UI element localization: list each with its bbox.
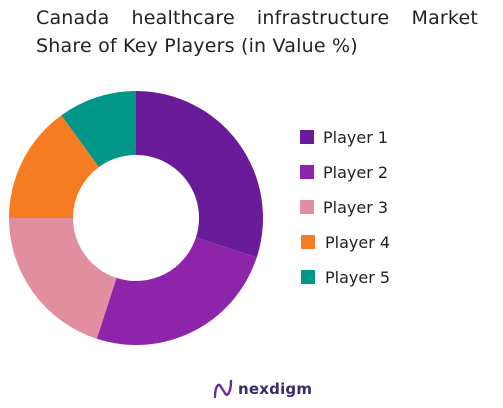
legend-label: Player 4 xyxy=(325,232,391,252)
donut-slice-player-4 xyxy=(9,115,99,218)
legend-item: Player 4 xyxy=(300,230,390,254)
legend-item: Player 3 xyxy=(300,195,390,219)
legend-label: Player 3 xyxy=(323,197,389,217)
nexdigm-logo-icon xyxy=(213,379,233,399)
chart-legend: Player 1 Player 2 Player 3 Player 4 Player 5 xyxy=(300,125,390,300)
chart-title-line-2: Share of Key Players (in Value %) xyxy=(36,35,358,57)
legend-label: Player 1 xyxy=(323,127,389,147)
legend-swatch xyxy=(301,270,315,284)
donut-slice-player-2 xyxy=(96,237,257,345)
donut-slice-player-3 xyxy=(9,218,117,339)
chart-title: Canada healthcare infrastructure Market … xyxy=(36,4,478,60)
donut-slice-player-1 xyxy=(136,91,263,258)
logo-text: nexdigm xyxy=(238,380,313,398)
chart-title-line-1: Canada healthcare infrastructure Market xyxy=(36,7,478,29)
legend-item: Player 1 xyxy=(300,125,390,149)
legend-label: Player 2 xyxy=(323,162,389,182)
legend-item: Player 5 xyxy=(300,265,390,289)
legend-swatch xyxy=(301,235,315,249)
legend-label: Player 5 xyxy=(325,267,391,287)
legend-item: Player 2 xyxy=(300,160,390,184)
legend-swatch xyxy=(300,200,314,214)
legend-swatch xyxy=(300,130,314,144)
nexdigm-logo: nexdigm xyxy=(212,378,312,400)
donut-slice-player-5 xyxy=(61,91,136,168)
legend-swatch xyxy=(300,165,314,179)
